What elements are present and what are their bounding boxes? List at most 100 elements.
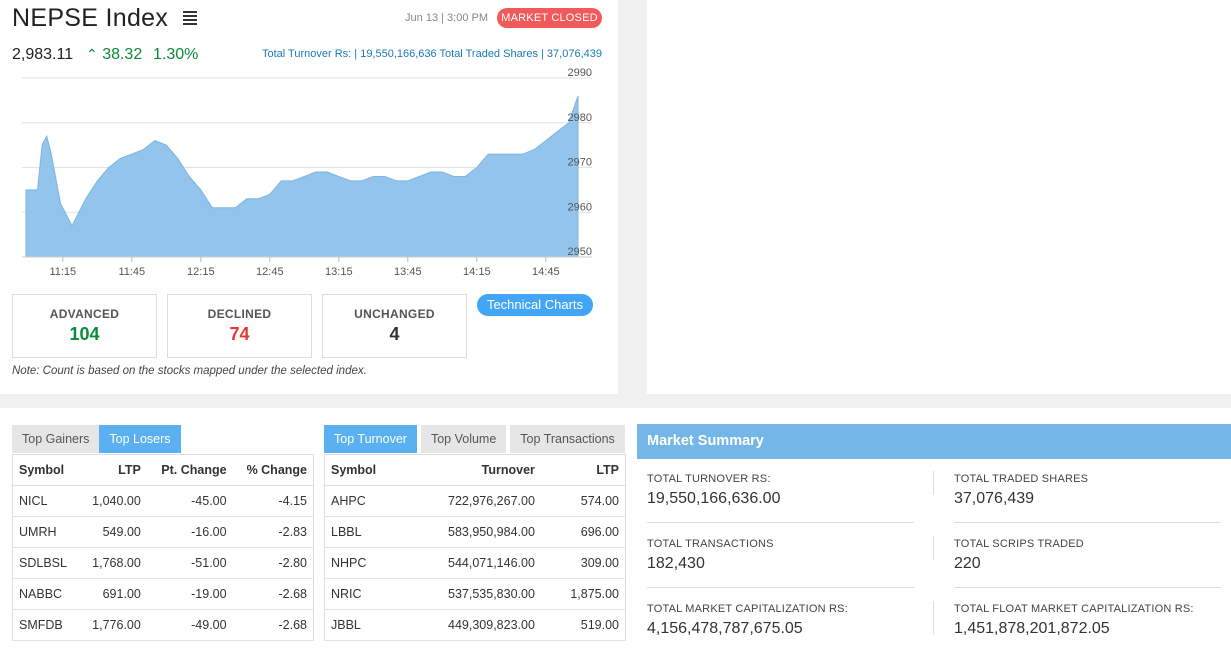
symbol-cell[interactable]: NABBC	[12, 578, 80, 610]
tab-top-turnover[interactable]: Top Turnover	[324, 425, 417, 453]
summary-label: TOTAL TURNOVER RS:	[647, 473, 771, 485]
x-tick-label: 13:45	[394, 266, 422, 278]
col-turnover[interactable]: Turnover	[404, 454, 541, 486]
value-cell: -2.80	[232, 547, 314, 579]
symbol-cell[interactable]: SDLBSL	[12, 547, 80, 579]
col-ltp[interactable]: LTP	[540, 454, 626, 486]
col-symbol[interactable]: Symbol	[12, 454, 80, 486]
value-cell: 722,976,267.00	[404, 485, 541, 517]
table-row[interactable]: SMFDB 1,776.00 -49.00 -2.68	[12, 609, 314, 641]
summary-value: 1,451,878,201,872.05	[954, 620, 1110, 637]
summary-divider	[954, 587, 1221, 588]
summary-float-market-cap: TOTAL FLOAT MARKET CAPITALIZATION RS: 1,…	[954, 603, 1194, 638]
summary-value: 220	[954, 555, 981, 572]
table-row[interactable]: NABBC 691.00 -19.00 -2.68	[12, 578, 314, 610]
value-cell: 583,950,984.00	[404, 516, 541, 548]
value-cell: 1,776.00	[79, 609, 147, 641]
summary-divider	[933, 536, 934, 560]
value-cell: 696.00	[540, 516, 626, 548]
value-cell: -19.00	[146, 578, 233, 610]
turnover-tabs: Top Turnover Top Volume Top Transactions	[324, 425, 629, 453]
x-tick-label: 14:15	[463, 266, 491, 278]
value-cell: -16.00	[146, 516, 233, 548]
summary-value: 182,430	[647, 555, 705, 572]
turnover-summary-line: Total Turnover Rs: | 19,550,166,636 Tota…	[261, 48, 602, 60]
tab-top-volume[interactable]: Top Volume	[420, 425, 507, 453]
table-row[interactable]: NHPC 544,071,146.00 309.00	[324, 547, 626, 579]
x-tick-label: 12:45	[256, 266, 284, 278]
symbol-cell[interactable]: NICL	[12, 485, 80, 517]
advanced-stat: ADVANCED 104	[12, 294, 157, 358]
col-pct-change[interactable]: % Change	[232, 454, 314, 486]
declined-stat: DECLINED 74	[167, 294, 312, 358]
value-cell: -2.68	[232, 609, 314, 641]
summary-label: TOTAL TRADED SHARES	[954, 473, 1089, 485]
index-change-value: 38.32	[102, 46, 143, 63]
value-cell: 309.00	[540, 547, 626, 579]
value-cell: 1,040.00	[79, 485, 147, 517]
value-cell: 1,875.00	[540, 578, 626, 610]
y-tick-label: 2960	[568, 201, 592, 213]
table-row[interactable]: SDLBSL 1,768.00 -51.00 -2.80	[12, 547, 314, 579]
summary-divider	[933, 471, 934, 495]
symbol-cell[interactable]: SMFDB	[12, 609, 80, 641]
symbol-cell[interactable]: JBBL	[324, 609, 405, 641]
tab-top-gainers[interactable]: Top Gainers	[12, 425, 100, 453]
unchanged-stat: UNCHANGED 4	[322, 294, 467, 358]
top-losers-table: Symbol LTP Pt. Change % Change NICL 1,040…	[12, 454, 314, 641]
value-cell: -51.00	[146, 547, 233, 579]
symbol-cell[interactable]: AHPC	[324, 485, 405, 517]
declined-count: 74	[229, 324, 250, 344]
col-pt-change[interactable]: Pt. Change	[146, 454, 233, 486]
col-symbol[interactable]: Symbol	[324, 454, 405, 486]
market-summary-body: TOTAL TURNOVER RS: 19,550,166,636.00 TOT…	[637, 459, 1231, 649]
symbol-cell[interactable]: LBBL	[324, 516, 405, 548]
symbol-cell[interactable]: NHPC	[324, 547, 405, 579]
tab-top-transactions[interactable]: Top Transactions	[510, 425, 625, 453]
table-row[interactable]: NICL 1,040.00 -45.00 -4.15	[12, 485, 314, 517]
table-row[interactable]: JBBL 449,309,823.00 519.00	[324, 609, 626, 641]
advanced-label: ADVANCED	[49, 307, 120, 321]
symbol-cell[interactable]: NRIC	[324, 578, 405, 610]
summary-total-scrips-traded: TOTAL SCRIPS TRADED 220	[954, 538, 1084, 573]
index-intraday-chart[interactable]: 2990 2980 2970 2960 2950 11:15 11:45 12:15 12:4…	[0, 66, 618, 286]
market-status-badge: MARKET CLOSED	[497, 8, 602, 28]
value-cell: 574.00	[540, 485, 626, 517]
y-tick-label: 2950	[568, 246, 592, 258]
market-summary-title: Market Summary	[637, 424, 1231, 459]
menu-icon[interactable]	[183, 11, 197, 25]
summary-total-traded-shares: TOTAL TRADED SHARES 37,076,439	[954, 473, 1088, 508]
advanced-count: 104	[69, 324, 100, 344]
col-ltp[interactable]: LTP	[79, 454, 147, 486]
value-cell: -2.68	[232, 578, 314, 610]
x-tick-label: 14:45	[532, 266, 560, 278]
index-title: NEPSE Index	[12, 4, 169, 32]
technical-charts-button[interactable]: Technical Charts	[477, 294, 593, 316]
summary-label: TOTAL SCRIPS TRADED	[954, 538, 1084, 550]
table-row[interactable]: NRIC 537,535,830.00 1,875.00	[324, 578, 626, 610]
y-tick-label: 2970	[568, 157, 592, 169]
table-row[interactable]: AHPC 722,976,267.00 574.00	[324, 485, 626, 517]
y-tick-label: 2980	[568, 112, 592, 124]
unchanged-label: UNCHANGED	[354, 307, 435, 321]
value-cell: -45.00	[146, 485, 233, 517]
symbol-cell[interactable]: UMRH	[12, 516, 80, 548]
value-cell: 449,309,823.00	[404, 609, 541, 641]
tab-top-losers[interactable]: Top Losers	[99, 425, 181, 453]
value-cell: 519.00	[540, 609, 626, 641]
market-date-time: Jun 13 | 3:00 PM	[405, 12, 488, 24]
index-percent-change: 1.30%	[153, 46, 199, 63]
summary-label: TOTAL TRANSACTIONS	[647, 538, 774, 550]
summary-value: 19,550,166,636.00	[647, 490, 781, 507]
count-note: Note: Count is based on the stocks mappe…	[12, 365, 367, 377]
table-row[interactable]: UMRH 549.00 -16.00 -2.83	[12, 516, 314, 548]
gainers-losers-tabs: Top Gainers Top Losers	[12, 425, 185, 453]
right-panel	[647, 0, 1231, 394]
table-row[interactable]: LBBL 583,950,984.00 696.00	[324, 516, 626, 548]
summary-divider	[647, 522, 914, 523]
y-tick-label: 2990	[568, 67, 592, 79]
chart-y-axis: 2990 2980 2970 2960 2950	[568, 67, 592, 258]
value-cell: -49.00	[146, 609, 233, 641]
x-tick-label: 13:15	[325, 266, 353, 278]
summary-market-cap: TOTAL MARKET CAPITALIZATION RS: 4,156,47…	[647, 603, 848, 638]
